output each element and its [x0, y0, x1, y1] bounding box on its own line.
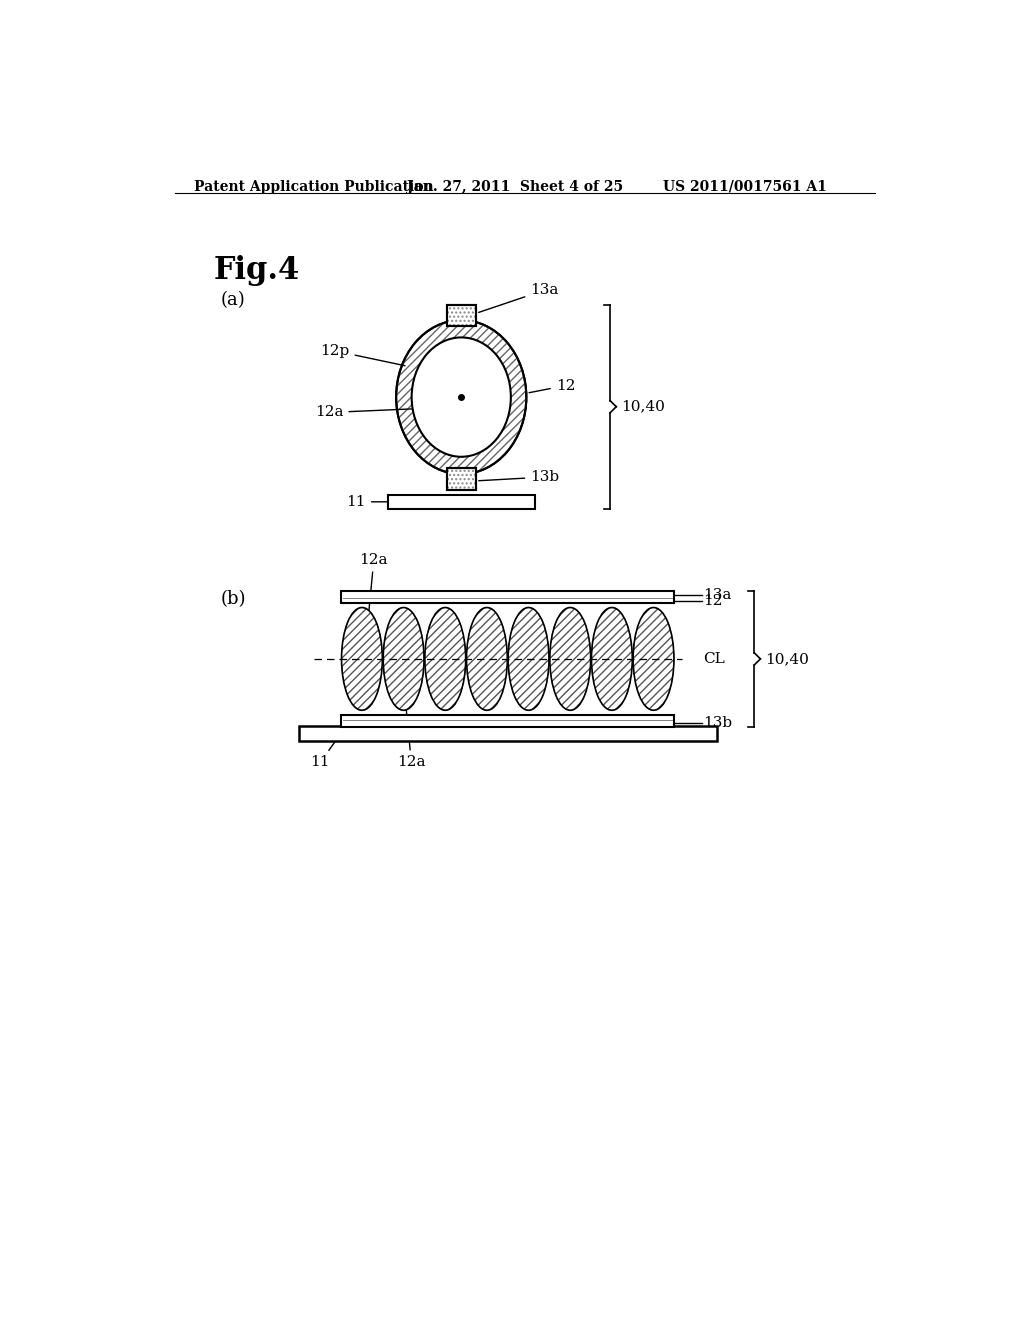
Text: 13b: 13b — [703, 715, 732, 730]
Text: 12a: 12a — [315, 405, 415, 420]
Text: 13b: 13b — [479, 470, 559, 484]
Text: 12: 12 — [529, 379, 575, 393]
Bar — [446, 469, 476, 490]
Bar — [341, 714, 675, 727]
Text: 12p: 12p — [321, 345, 406, 366]
Ellipse shape — [633, 607, 674, 710]
Ellipse shape — [592, 607, 632, 710]
Bar — [446, 469, 476, 490]
Text: 10,40: 10,40 — [765, 652, 809, 665]
Text: CL: CL — [703, 652, 725, 665]
Ellipse shape — [467, 607, 507, 710]
Text: Jan. 27, 2011  Sheet 4 of 25: Jan. 27, 2011 Sheet 4 of 25 — [407, 180, 624, 194]
Bar — [446, 469, 476, 490]
Text: 13a: 13a — [703, 589, 731, 602]
Bar — [299, 726, 717, 741]
Ellipse shape — [342, 607, 382, 710]
Ellipse shape — [396, 321, 526, 474]
Text: (a): (a) — [221, 290, 246, 309]
Bar — [446, 305, 476, 326]
Text: Patent Application Publication: Patent Application Publication — [194, 180, 433, 194]
Ellipse shape — [508, 607, 549, 710]
Text: Fig.4: Fig.4 — [213, 255, 299, 285]
Ellipse shape — [550, 607, 591, 710]
Text: (b): (b) — [221, 590, 247, 607]
Bar — [341, 591, 675, 603]
Bar — [446, 305, 476, 326]
Text: 11: 11 — [310, 735, 340, 770]
Text: 12a: 12a — [397, 685, 426, 770]
Ellipse shape — [425, 607, 466, 710]
Text: 12: 12 — [703, 594, 723, 607]
Bar — [446, 305, 476, 326]
Text: 11: 11 — [346, 495, 398, 508]
Text: 12a: 12a — [359, 553, 388, 636]
Text: 10,40: 10,40 — [621, 400, 665, 413]
Bar — [341, 603, 675, 714]
Ellipse shape — [383, 607, 424, 710]
Ellipse shape — [412, 338, 511, 457]
Text: US 2011/0017561 A1: US 2011/0017561 A1 — [663, 180, 826, 194]
Text: 13a: 13a — [478, 284, 559, 313]
Bar — [388, 495, 535, 508]
